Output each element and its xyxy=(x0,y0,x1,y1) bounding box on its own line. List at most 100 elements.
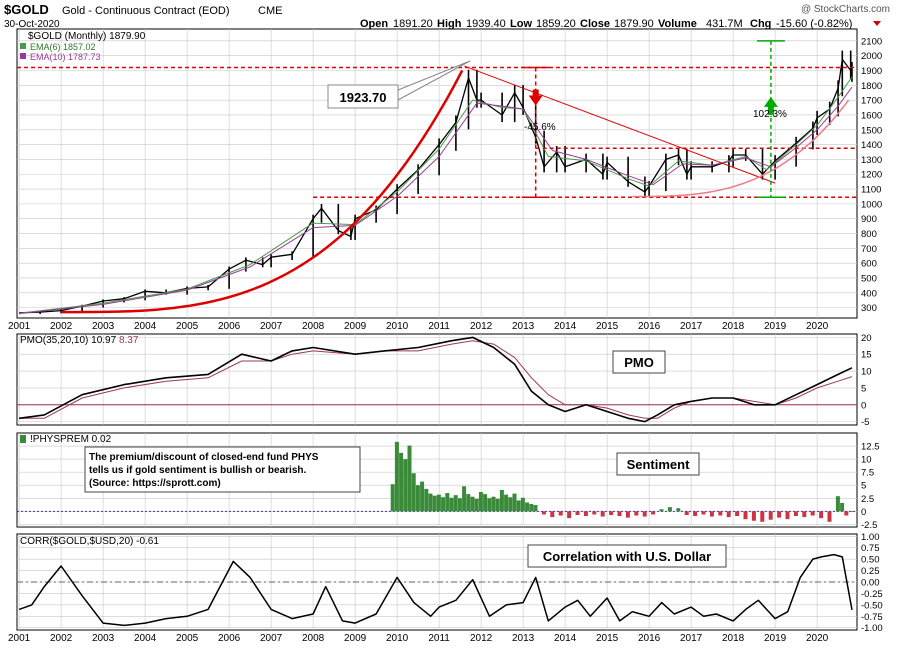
phys-bar xyxy=(453,495,458,512)
chg-value: -15.60 (-0.82%) xyxy=(776,18,852,30)
x-tick-label: 2002 xyxy=(50,321,73,332)
phys-note-line-3: (Source: https://sprott.com) xyxy=(89,478,221,489)
corr-label-box xyxy=(527,544,727,568)
x-tick-label: 2007 xyxy=(260,633,283,644)
y-tick-label: 7.5 xyxy=(861,468,874,479)
phys-bar xyxy=(470,496,475,512)
x-tick-label: 2003 xyxy=(92,633,115,644)
x-tick-label: 2001 xyxy=(8,321,31,332)
y-tick-label: 0.50 xyxy=(861,555,880,566)
phys-bar xyxy=(676,508,681,512)
sentiment-label-box xyxy=(616,452,700,476)
y-tick-label: 10 xyxy=(861,367,872,378)
y-tick-label: 2100 xyxy=(861,36,882,47)
y-tick-label: 1200 xyxy=(861,170,882,181)
phys-bar xyxy=(491,496,496,512)
x-tick-label: 2018 xyxy=(722,321,745,332)
phys-bar xyxy=(415,485,420,512)
y-tick-label: 800 xyxy=(861,229,877,240)
phys-note-box xyxy=(84,446,361,493)
phys-bar xyxy=(420,481,425,512)
phys-bar xyxy=(445,493,450,512)
phys-bar xyxy=(567,511,572,519)
phys-bar xyxy=(684,511,689,515)
decline-pct-label: -45.6% xyxy=(524,122,556,133)
y-tick-label: 0 xyxy=(861,400,866,411)
phys-note-line-2: tells us if gold sentiment is bullish or… xyxy=(89,465,306,476)
phys-bar xyxy=(495,498,500,512)
x-tick-label: 2012 xyxy=(470,321,493,332)
corr-label: Correlation with U.S. Dollar xyxy=(543,549,711,564)
phys-note-line-1: The premium/discount of closed-end fund … xyxy=(89,452,319,463)
y-tick-label: 500 xyxy=(861,273,877,284)
low-label: Low xyxy=(510,18,532,30)
phys-bar xyxy=(726,511,731,518)
x-tick-label: 2015 xyxy=(596,321,619,332)
parabolic-curve-2015 xyxy=(632,99,850,198)
close-value: 1879.90 xyxy=(614,18,654,30)
x-tick-label: 2005 xyxy=(176,633,199,644)
x-tick-label: 2004 xyxy=(134,321,157,332)
phys-bar xyxy=(550,511,555,518)
y-tick-label: 1600 xyxy=(861,110,882,121)
y-tick-label: 1.00 xyxy=(861,532,880,543)
phys-bar xyxy=(617,511,622,517)
x-tick-label: 2019 xyxy=(764,633,787,644)
y-tick-label: 1100 xyxy=(861,185,881,196)
x-tick-label: 2014 xyxy=(554,321,577,332)
phys-bar xyxy=(403,459,408,512)
phys-bar xyxy=(512,493,517,512)
y-tick-label: -5 xyxy=(861,417,869,428)
y-tick-label: 10 xyxy=(861,455,872,466)
x-tick-label: 2008 xyxy=(302,633,325,644)
panel-frame xyxy=(16,333,858,426)
x-tick-label: 2006 xyxy=(218,633,241,644)
phys-bar xyxy=(625,511,630,518)
y-tick-label: 1000 xyxy=(861,199,882,210)
x-tick-label: 2013 xyxy=(512,633,535,644)
phys-bar xyxy=(436,494,441,512)
chart-date: 30-Oct-2020 xyxy=(4,19,60,30)
phys-bar xyxy=(499,489,504,512)
chart-description: Gold - Continuous Contract (EOD) xyxy=(62,5,230,17)
phys-bar xyxy=(642,511,647,517)
phys-bar xyxy=(529,504,534,512)
ema6-line xyxy=(19,76,853,314)
legend-ema10-swatch xyxy=(20,53,26,59)
x-tick-label: 2012 xyxy=(470,633,493,644)
phys-bar xyxy=(449,497,454,512)
phys-bar xyxy=(516,500,521,512)
x-tick-label: 2017 xyxy=(680,633,703,644)
phys-bar xyxy=(659,509,664,512)
x-tick-label: 2002 xyxy=(50,633,73,644)
phys-bar xyxy=(441,497,446,512)
phys-bar xyxy=(520,497,525,512)
parabolic-curve-2001 xyxy=(61,69,464,314)
x-tick-label: 2011 xyxy=(428,321,450,332)
volume-label: Volume xyxy=(658,18,697,30)
phys-bar xyxy=(835,496,840,512)
y-tick-label: -0.25 xyxy=(861,589,883,600)
phys-bar xyxy=(508,497,513,512)
phys-bar xyxy=(399,452,404,512)
legend-pmo: PMO(35,20,10) 10.97 8.37 xyxy=(20,335,139,346)
open-label: Open xyxy=(360,18,388,30)
x-tick-label: 2020 xyxy=(806,321,829,332)
phys-bar xyxy=(785,511,790,520)
downtrend-line xyxy=(464,65,776,184)
phys-bar xyxy=(600,511,605,517)
y-tick-label: 12.5 xyxy=(861,442,880,453)
phys-bar xyxy=(483,494,488,512)
y-tick-label: 0 xyxy=(861,507,866,518)
y-tick-label: 1400 xyxy=(861,140,882,151)
y-tick-label: 15 xyxy=(861,350,872,361)
annotation-overlay xyxy=(17,40,857,314)
phys-bar xyxy=(592,511,597,515)
y-tick-label: 0.00 xyxy=(861,578,880,589)
phys-bar xyxy=(609,511,614,515)
x-tick-label: 2018 xyxy=(722,633,745,644)
phys-bar xyxy=(487,498,492,512)
x-tick-label: 2010 xyxy=(386,633,409,644)
phys-bar xyxy=(541,511,546,515)
